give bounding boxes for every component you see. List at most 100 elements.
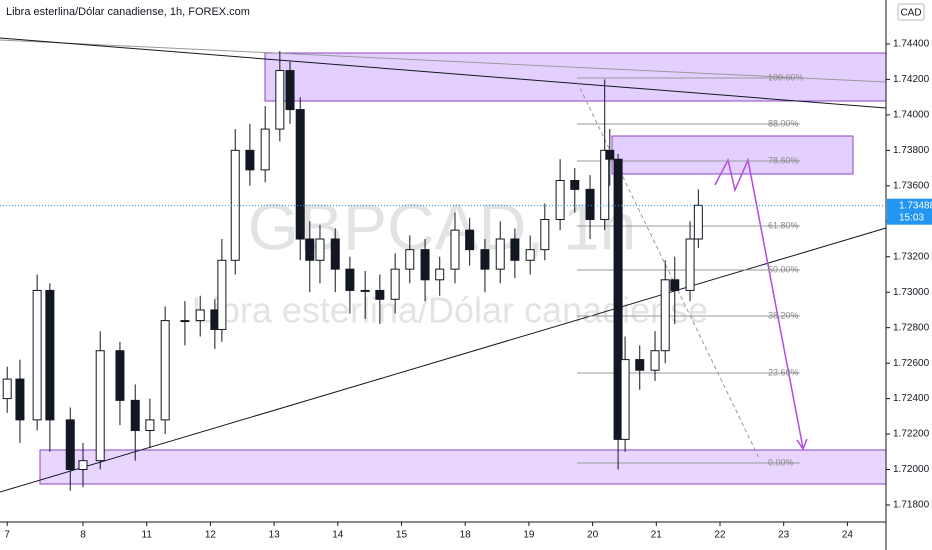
x-tick-label: 11 <box>142 530 153 541</box>
countdown-label: 15:03 <box>899 212 924 223</box>
currency-button-label[interactable]: CAD <box>900 8 921 19</box>
candle-body <box>405 249 415 270</box>
fib-label: 50.00% <box>768 264 799 274</box>
candle-body <box>650 350 660 371</box>
x-tick-label: 23 <box>778 530 790 541</box>
trend-line <box>0 39 887 83</box>
candle-body <box>635 359 645 371</box>
candle-body <box>315 238 325 261</box>
candle-body <box>510 238 520 261</box>
trend-line <box>0 227 887 493</box>
target-zone <box>611 135 854 175</box>
candle-body <box>685 238 695 291</box>
candle-body <box>670 279 680 291</box>
candle-body <box>585 188 595 221</box>
candle-body <box>465 229 475 251</box>
candle-body <box>145 419 155 432</box>
candle-body <box>130 399 140 432</box>
candle-body <box>345 268 355 291</box>
candle-body <box>295 109 305 240</box>
projection-path <box>714 157 804 449</box>
x-tick-label: 7 <box>4 530 10 541</box>
candle-body <box>160 320 170 421</box>
trend-line <box>0 37 887 109</box>
fib-label: 100.00% <box>768 72 804 82</box>
y-tick-label: 1.72800 <box>893 322 930 333</box>
fib-label: 23.60% <box>768 367 799 377</box>
x-tick-label: 21 <box>651 530 663 541</box>
candle-body <box>15 378 25 421</box>
currency-button[interactable] <box>897 3 925 21</box>
x-tick-label: 24 <box>842 530 854 541</box>
candle-body <box>330 238 340 270</box>
candle-body <box>65 419 75 471</box>
candle-body <box>45 289 55 421</box>
fib-label: 88.00% <box>768 118 799 128</box>
x-tick-label: 13 <box>269 530 281 541</box>
candle-body <box>660 279 670 352</box>
candle-body <box>78 460 88 471</box>
candle-body <box>115 350 125 401</box>
y-tick-label: 1.72400 <box>893 393 930 404</box>
candle-body <box>480 249 490 270</box>
x-tick-label: 8 <box>80 530 86 541</box>
candle-body <box>693 204 703 240</box>
y-tick-label: 1.72000 <box>893 464 930 475</box>
last-price-box <box>887 198 932 225</box>
last-price-label: 1.73488 <box>899 200 932 211</box>
candle-body <box>32 289 42 421</box>
fib-label: 78.60% <box>768 155 799 165</box>
fib-label: 61.80% <box>768 220 799 230</box>
x-tick-label: 18 <box>460 530 472 541</box>
candle-body <box>95 350 105 462</box>
y-tick-label: 1.74400 <box>893 39 930 50</box>
support-zone <box>39 449 887 485</box>
candle-body <box>450 229 460 270</box>
y-tick-label: 1.74000 <box>893 110 930 121</box>
candle-body <box>613 158 623 440</box>
y-tick-label: 1.72600 <box>893 358 930 369</box>
x-tick-label: 22 <box>714 530 726 541</box>
price-axis <box>886 0 932 550</box>
fib-label: 0.00% <box>768 457 794 467</box>
candle-body <box>260 128 270 171</box>
candle-body <box>435 268 445 281</box>
fib-label: 38.20% <box>768 310 799 320</box>
candle-body <box>375 289 385 300</box>
y-tick-label: 1.73800 <box>893 145 930 156</box>
x-tick-label: 14 <box>332 530 344 541</box>
candle-body <box>620 359 630 440</box>
y-tick-label: 1.71800 <box>893 500 930 511</box>
time-axis <box>0 522 932 550</box>
candle-body <box>275 70 285 130</box>
candle-body <box>555 180 565 221</box>
y-tick-label: 1.74200 <box>893 74 930 85</box>
x-tick-label: 20 <box>587 530 599 541</box>
x-tick-label: 12 <box>205 530 217 541</box>
y-tick-label: 1.73200 <box>893 251 930 262</box>
candle-body <box>305 238 315 261</box>
candle-body <box>540 219 550 251</box>
projection-arrow <box>796 438 808 451</box>
candle-body <box>360 289 370 292</box>
candle-body <box>195 309 205 322</box>
candle-body <box>217 259 227 330</box>
x-tick-label: 19 <box>523 530 535 541</box>
y-tick-label: 1.73600 <box>893 180 930 191</box>
candle-body <box>180 320 190 323</box>
candle-body <box>605 149 615 160</box>
candles <box>2 51 703 491</box>
candle-body <box>525 249 535 261</box>
axis-labels: 1.71800 1.72000 1.72200 1.72400 1.72600 1.728… <box>0 39 932 541</box>
candle-body <box>245 149 255 171</box>
y-tick-label: 1.72200 <box>893 429 930 440</box>
chart-title: Libra esterlina/Dólar canadiense, 1h, FO… <box>6 6 250 18</box>
candle-body <box>285 70 295 111</box>
watermark-subtitle: Libra esterlina/Dólar canadiense <box>192 290 708 331</box>
x-tick-label: 15 <box>396 530 408 541</box>
candle-body <box>600 149 610 221</box>
candle-body <box>495 238 505 270</box>
y-tick-label: 1.73000 <box>893 287 930 298</box>
